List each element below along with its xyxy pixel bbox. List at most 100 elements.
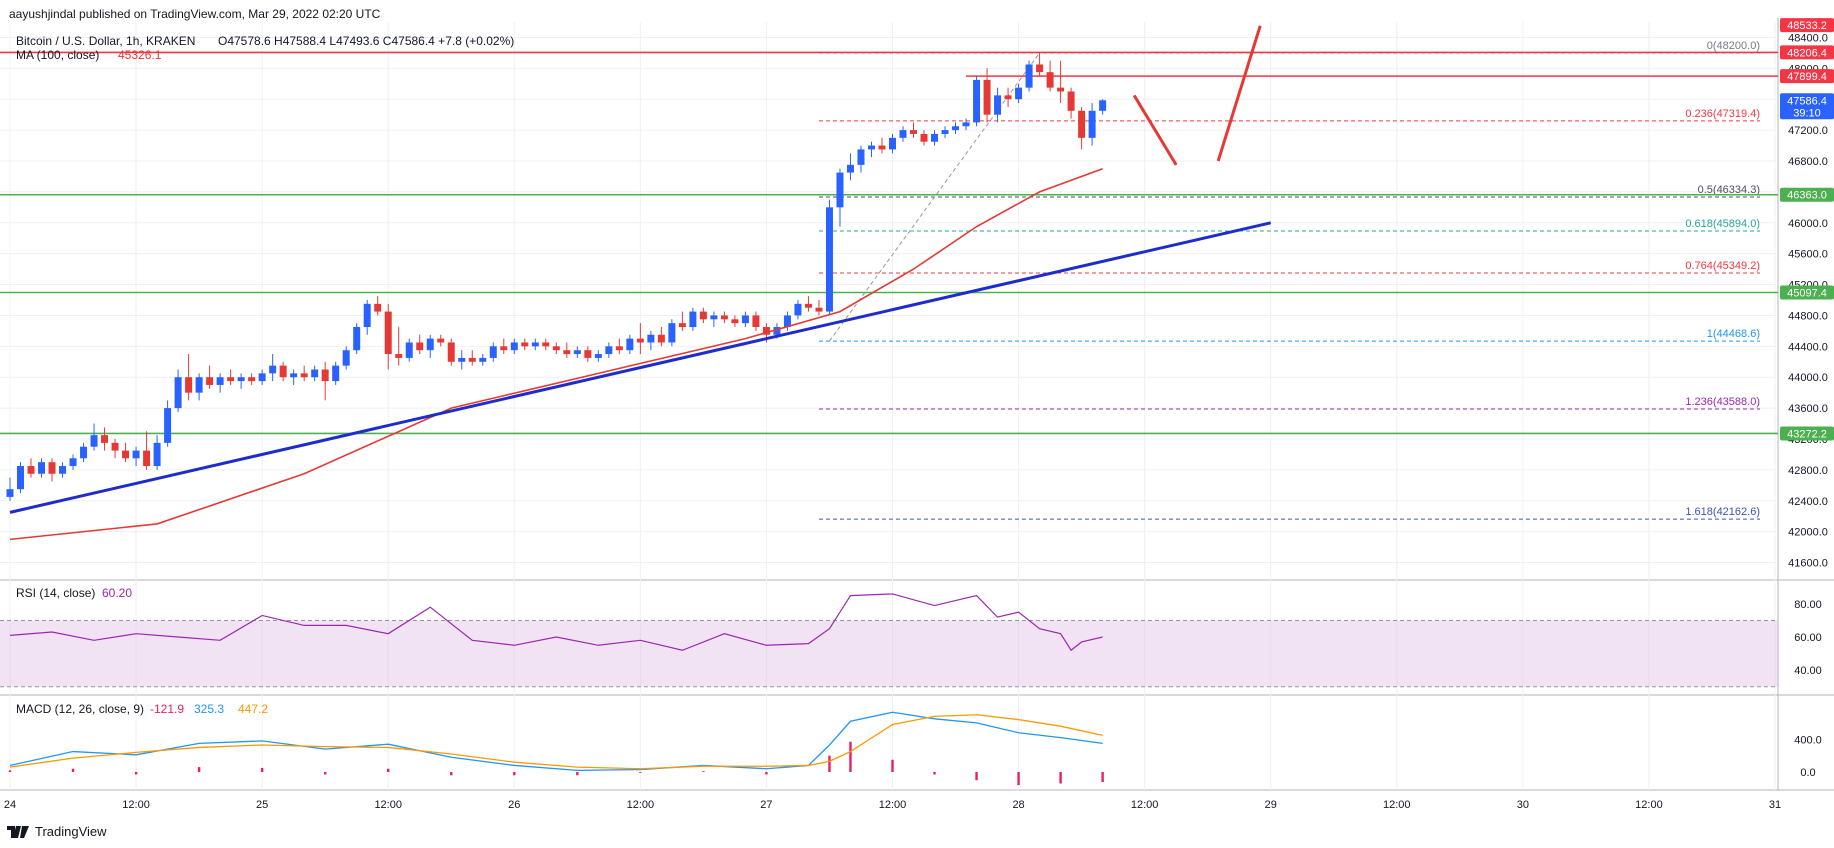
price-axis-tick: 45600.0 bbox=[1788, 249, 1828, 261]
time-axis-tick: 24 bbox=[4, 799, 16, 811]
candle-body bbox=[1088, 110, 1096, 138]
candle-body bbox=[479, 357, 487, 362]
macd-histogram-bar bbox=[576, 772, 579, 776]
ma-legend-value: 45326.1 bbox=[118, 48, 162, 62]
candle-body bbox=[300, 373, 308, 378]
candle-body bbox=[468, 357, 476, 362]
candle-body bbox=[720, 315, 728, 320]
time-axis-tick: 12:00 bbox=[374, 799, 402, 811]
macd-histogram-bar bbox=[891, 759, 894, 772]
candle-body bbox=[941, 130, 949, 134]
macd-histogram-bar bbox=[639, 772, 642, 773]
fib-level-label: 0.5(46334.3) bbox=[1698, 184, 1760, 196]
macd-histogram-bar bbox=[134, 772, 138, 775]
candle-body bbox=[962, 122, 970, 127]
price-tag bbox=[1780, 93, 1834, 120]
candle-body bbox=[269, 365, 277, 374]
candle-body bbox=[689, 311, 697, 328]
macd-legend-value: -121.9 bbox=[150, 702, 184, 716]
macd-line bbox=[9, 711, 1103, 772]
macd-histogram-bar bbox=[513, 772, 516, 776]
macd-histogram-bar bbox=[1017, 772, 1020, 786]
candle-body bbox=[699, 311, 707, 320]
candle-body bbox=[878, 145, 886, 150]
macd-legend-value: 325.3 bbox=[194, 702, 224, 716]
macd-histogram-bar bbox=[828, 755, 831, 772]
rsi-legend-label: RSI (14, close) bbox=[16, 586, 95, 600]
macd-histogram-bar bbox=[450, 772, 453, 776]
candle-body bbox=[6, 489, 14, 497]
candle-body bbox=[48, 462, 56, 474]
price-tag-label: 46363.0 bbox=[1787, 190, 1827, 202]
candle-body bbox=[342, 350, 350, 366]
time-axis-tick: 12:00 bbox=[627, 799, 655, 811]
candle-body bbox=[994, 95, 1002, 115]
publisher-line: aayushjindal published on TradingView.co… bbox=[9, 7, 381, 21]
candle-body bbox=[531, 342, 539, 347]
candle-body bbox=[290, 373, 298, 378]
candle-body bbox=[605, 346, 613, 355]
candle-body bbox=[542, 342, 550, 347]
macd-histogram-bar bbox=[323, 772, 327, 775]
candle-body bbox=[825, 207, 833, 312]
candle-body bbox=[248, 377, 256, 382]
fib-level-label: 0(48200.0) bbox=[1707, 40, 1760, 52]
ma-legend-label: MA (100, close) bbox=[16, 48, 99, 62]
candle-body bbox=[90, 435, 98, 447]
macd-legend-label: MACD (12, 26, close, 9) bbox=[16, 702, 144, 716]
time-axis-tick: 25 bbox=[256, 799, 268, 811]
price-tag bbox=[1780, 285, 1834, 300]
macd-histogram-bar bbox=[1059, 772, 1062, 784]
price-tag-label: 47586.4 bbox=[1787, 95, 1827, 107]
rsi-legend-value: 60.20 bbox=[102, 586, 132, 600]
candle-body bbox=[384, 311, 392, 355]
price-axis-tick: 46000.0 bbox=[1788, 218, 1828, 230]
candle-body bbox=[510, 342, 518, 351]
candle-body bbox=[279, 365, 287, 378]
price-tag-countdown: 39:10 bbox=[1793, 107, 1821, 119]
candle-body bbox=[164, 408, 172, 443]
macd-histogram-bar bbox=[933, 772, 936, 775]
time-axis-tick: 12:00 bbox=[879, 799, 907, 811]
candle-body bbox=[1036, 64, 1044, 73]
price-tag-label: 43272.2 bbox=[1787, 428, 1827, 440]
macd-histogram-bar bbox=[975, 772, 978, 781]
price-axis-tick: 46800.0 bbox=[1788, 156, 1828, 168]
candle-body bbox=[1099, 100, 1107, 111]
price-axis-tick: 44000.0 bbox=[1788, 372, 1828, 384]
time-axis-tick: 12:00 bbox=[122, 799, 150, 811]
tradingview-logo-icon bbox=[7, 825, 29, 838]
candle-body bbox=[773, 327, 781, 335]
candle-body bbox=[1025, 64, 1033, 88]
candle-body bbox=[111, 442, 119, 451]
candle-body bbox=[1067, 91, 1075, 111]
watermark-text: TradingView bbox=[35, 824, 107, 839]
candle-body bbox=[952, 126, 960, 131]
time-axis-tick: 30 bbox=[1517, 799, 1529, 811]
candle-body bbox=[846, 164, 854, 173]
price-tag-label: 45097.4 bbox=[1787, 288, 1827, 300]
candle-body bbox=[563, 350, 571, 355]
macd-histogram-bar bbox=[197, 767, 201, 772]
time-axis-tick: 29 bbox=[1265, 799, 1277, 811]
candle-body bbox=[17, 466, 25, 490]
price-tag bbox=[1780, 45, 1834, 60]
price-axis-tick: 42400.0 bbox=[1788, 496, 1828, 508]
candle-body bbox=[101, 435, 109, 443]
price-axis-tick: 47200.0 bbox=[1788, 125, 1828, 137]
fib-level-label: 1.236(43588.0) bbox=[1685, 396, 1760, 408]
time-axis-tick: 27 bbox=[760, 799, 772, 811]
candle-body bbox=[416, 342, 424, 351]
candle-body bbox=[678, 323, 686, 328]
candle-body bbox=[1057, 87, 1065, 92]
candle-body bbox=[636, 338, 644, 343]
candle-body bbox=[731, 319, 739, 324]
price-axis-tick: 48400.0 bbox=[1788, 32, 1828, 44]
candle-body bbox=[920, 133, 928, 142]
candle-body bbox=[69, 458, 77, 467]
candle-body bbox=[710, 315, 718, 320]
price-axis-tick: 42800.0 bbox=[1788, 465, 1828, 477]
candle-body bbox=[741, 315, 749, 324]
